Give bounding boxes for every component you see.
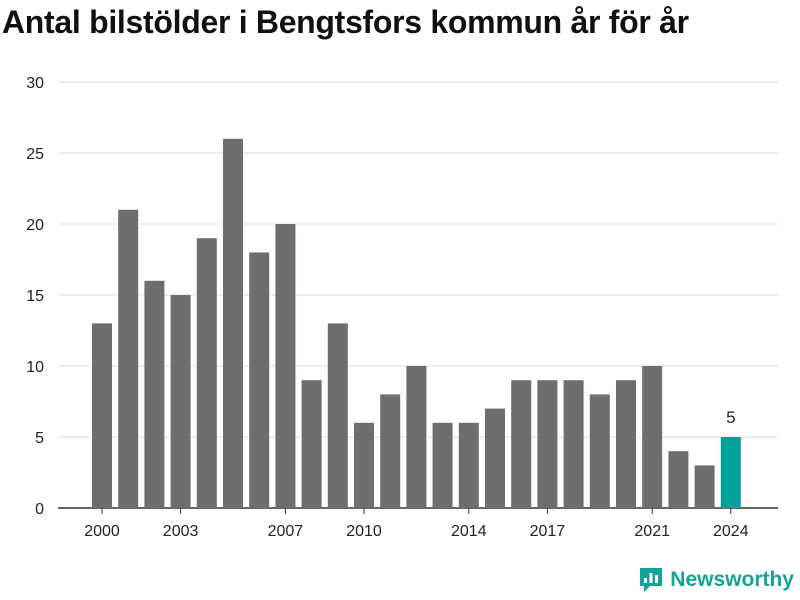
x-tick-label: 2024: [713, 523, 749, 540]
bar: [589, 394, 610, 508]
bar: [196, 238, 217, 508]
bar: [668, 451, 689, 508]
x-tick-label: 2017: [530, 523, 566, 540]
bar: [301, 380, 322, 508]
bar: [144, 280, 165, 508]
bar: [380, 394, 401, 508]
bar-highlight: [720, 437, 741, 508]
bars: [92, 138, 741, 509]
y-tick-label: 0: [35, 501, 44, 518]
bar: [406, 366, 427, 508]
bar: [511, 380, 532, 508]
chart-title: Antal bilstölder i Bengtsfors kommun år …: [2, 4, 689, 40]
bar: [616, 380, 636, 508]
bar: [223, 138, 243, 509]
bar: [170, 295, 191, 508]
data-label: 5: [726, 408, 735, 427]
bar: [563, 380, 584, 508]
data-labels: 5: [726, 408, 735, 427]
bar-chart-logo-icon: [640, 568, 663, 592]
x-tick-label: 2007: [268, 523, 304, 540]
bar: [275, 224, 296, 508]
bar: [327, 323, 348, 508]
x-tick-label: 2000: [84, 523, 120, 540]
y-tick-label: 30: [26, 75, 44, 92]
y-tick-label: 5: [35, 430, 44, 447]
brand-name: Newsworthy: [670, 568, 794, 591]
y-tick-label: 20: [26, 217, 44, 234]
bar: [118, 209, 139, 509]
bar: [485, 408, 505, 508]
x-axis-ticks: 2000 2003 2007 2010 2014 2017 2021 2024: [84, 508, 749, 540]
bar: [694, 465, 715, 508]
bar: [642, 366, 663, 508]
y-tick-label: 25: [26, 146, 44, 163]
bar: [249, 252, 270, 508]
y-tick-label: 15: [26, 288, 44, 305]
bar: [432, 422, 453, 508]
bar: [537, 380, 558, 508]
y-tick-label: 10: [26, 359, 44, 376]
bar: [354, 422, 374, 508]
x-tick-label: 2014: [451, 523, 487, 540]
newsworthy-logo: Newsworthy: [638, 566, 794, 594]
x-tick-label: 2003: [163, 523, 199, 540]
x-tick-label: 2010: [346, 523, 382, 540]
bar: [458, 422, 479, 508]
x-tick-label: 2021: [634, 523, 670, 540]
y-axis-ticks: 0 5 10 15 20 25 30: [26, 75, 44, 518]
bar: [92, 323, 112, 508]
